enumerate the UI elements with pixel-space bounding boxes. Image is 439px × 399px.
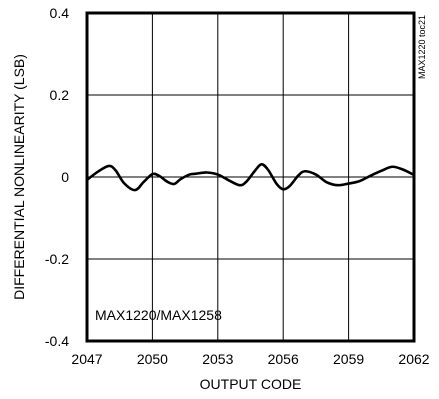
y-tick-label: 0.4	[50, 5, 70, 21]
y-tick-label: -0.4	[45, 333, 69, 349]
y-tick-label: 0	[61, 169, 69, 185]
x-tick-label: 2059	[333, 351, 364, 367]
y-tick-labels: -0.4 -0.2 0 0.2 0.4	[45, 5, 69, 349]
x-tick-labels: 2047 2050 2053 2056 2059 2062	[71, 351, 429, 367]
part-number-annotation: MAX1220/MAX1258	[95, 307, 222, 323]
y-tick-label: 0.2	[50, 87, 70, 103]
x-tick-label: 2053	[202, 351, 233, 367]
y-axis-title: DIFFERENTIAL NONLINEARITY (LSB)	[11, 54, 27, 300]
y-tick-label: -0.2	[45, 251, 69, 267]
x-tick-label: 2047	[71, 351, 102, 367]
x-tick-label: 2056	[268, 351, 299, 367]
dnl-series-line	[85, 162, 416, 192]
x-tick-label: 2050	[137, 351, 168, 367]
plot-frame	[85, 11, 416, 343]
x-axis-title: OUTPUT CODE	[200, 376, 302, 392]
figure-code-label: MAX1220 toc21	[417, 15, 427, 79]
x-tick-label: 2062	[398, 351, 429, 367]
